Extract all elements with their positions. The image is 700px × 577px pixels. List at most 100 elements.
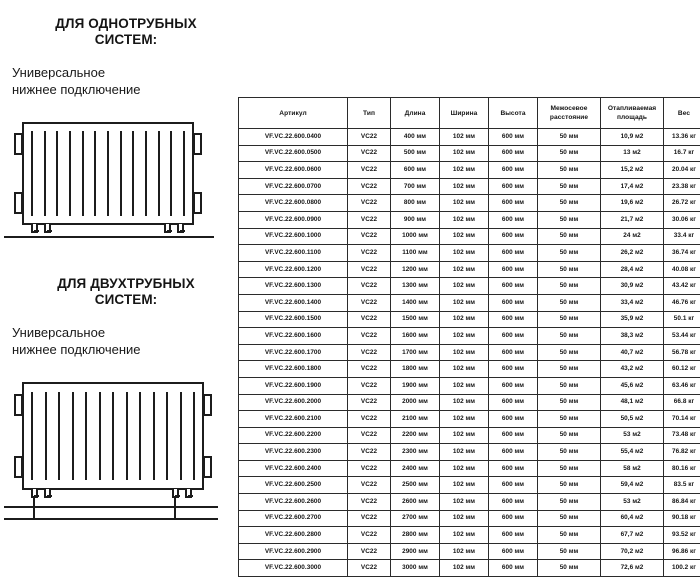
cell-width: 102 мм — [440, 377, 489, 394]
cell-axis-distance: 50 мм — [538, 294, 601, 311]
radiator-fin — [193, 392, 195, 480]
cell-height: 600 мм — [489, 162, 538, 179]
cell-height: 600 мм — [489, 261, 538, 278]
cell-heated-area: 59,4 м2 — [601, 477, 664, 494]
cell-type: VC22 — [348, 560, 391, 577]
cell-axis-distance: 50 мм — [538, 510, 601, 527]
single-pipe-heading-line1: ДЛЯ ОДНОТРУБНЫХ — [8, 16, 244, 32]
two-pipe-heading: ДЛЯ ДВУХТРУБНЫХ СИСТЕМ: — [0, 276, 252, 308]
cell-weight: 40.08 кг — [664, 261, 700, 278]
cell-axis-distance: 50 мм — [538, 245, 601, 262]
cell-type: VC22 — [348, 278, 391, 295]
cell-heated-area: 43,2 м2 — [601, 361, 664, 378]
cell-type: VC22 — [348, 261, 391, 278]
cell-article: VF.VC.22.600.1900 — [239, 377, 348, 394]
cell-heated-area: 48,1 м2 — [601, 394, 664, 411]
cell-width: 102 мм — [440, 494, 489, 511]
cell-weight: 80.16 кг — [664, 460, 700, 477]
cell-weight: 86.84 кг — [664, 494, 700, 511]
cell-heated-area: 13 м2 — [601, 145, 664, 162]
cell-weight: 33.4 кг — [664, 228, 700, 245]
cell-width: 102 мм — [440, 361, 489, 378]
cell-length: 2200 мм — [391, 427, 440, 444]
cell-article: VF.VC.22.600.0400 — [239, 129, 348, 146]
cell-weight: 50.1 кг — [664, 311, 700, 328]
cell-axis-distance: 50 мм — [538, 344, 601, 361]
column-header-area-line2: площадь — [601, 113, 663, 122]
cell-type: VC22 — [348, 162, 391, 179]
cell-length: 2600 мм — [391, 494, 440, 511]
cell-weight: 96.86 кг — [664, 543, 700, 560]
radiator-fin — [56, 131, 58, 216]
cell-article: VF.VC.22.600.2400 — [239, 460, 348, 477]
cell-type: VC22 — [348, 129, 391, 146]
cell-length: 2700 мм — [391, 510, 440, 527]
column-header-height: Высота — [489, 98, 538, 129]
radiator-fin — [94, 131, 96, 216]
radiator-fin — [166, 392, 168, 480]
cell-length: 2300 мм — [391, 444, 440, 461]
cell-article: VF.VC.22.600.2200 — [239, 427, 348, 444]
two-pipe-radiator-diagram — [0, 378, 236, 528]
cell-width: 102 мм — [440, 311, 489, 328]
cell-heated-area: 70,2 м2 — [601, 543, 664, 560]
cell-axis-distance: 50 мм — [538, 411, 601, 428]
single-pipe-subheading-line2: нижнее подключение — [12, 81, 248, 98]
cell-article: VF.VC.22.600.1000 — [239, 228, 348, 245]
cell-weight: 23.38 кг — [664, 178, 700, 195]
cell-heated-area: 45,6 м2 — [601, 377, 664, 394]
radiator-connection-nipple — [185, 489, 192, 498]
column-header-heated-area: Отапливаемая площадь — [601, 98, 664, 129]
cell-height: 600 мм — [489, 145, 538, 162]
cell-width: 102 мм — [440, 411, 489, 428]
cell-article: VF.VC.22.600.0700 — [239, 178, 348, 195]
cell-axis-distance: 50 мм — [538, 477, 601, 494]
cell-heated-area: 19,6 м2 — [601, 195, 664, 212]
column-header-length: Длина — [391, 98, 440, 129]
cell-height: 600 мм — [489, 278, 538, 295]
radiator-fin — [72, 392, 74, 480]
single-pipe-line — [4, 236, 214, 238]
radiator-connection-nipple — [172, 489, 179, 498]
two-pipe-subheading-line2: нижнее подключение — [12, 341, 248, 358]
cell-article: VF.VC.22.600.2500 — [239, 477, 348, 494]
cell-weight: 20.04 кг — [664, 162, 700, 179]
cell-width: 102 мм — [440, 510, 489, 527]
cell-type: VC22 — [348, 527, 391, 544]
cell-length: 1600 мм — [391, 328, 440, 345]
radiator-fin — [112, 392, 114, 480]
cell-weight: 30.06 кг — [664, 211, 700, 228]
table-header: Артикул Тип Длина Ширина Высота Межосево… — [239, 98, 700, 129]
cell-article: VF.VC.22.600.2300 — [239, 444, 348, 461]
cell-article: VF.VC.22.600.0800 — [239, 195, 348, 212]
cell-type: VC22 — [348, 178, 391, 195]
cell-width: 102 мм — [440, 527, 489, 544]
cell-height: 600 мм — [489, 245, 538, 262]
cell-weight: 46.76 кг — [664, 294, 700, 311]
cell-axis-distance: 50 мм — [538, 278, 601, 295]
cell-height: 600 мм — [489, 211, 538, 228]
radiator-fin — [45, 392, 47, 480]
radiator-fin — [31, 131, 33, 216]
cell-axis-distance: 50 мм — [538, 261, 601, 278]
two-pipe-riser-right — [174, 498, 176, 520]
column-header-axis-line1: Межосевое — [538, 104, 600, 113]
cell-axis-distance: 50 мм — [538, 560, 601, 577]
cell-length: 1000 мм — [391, 228, 440, 245]
cell-height: 600 мм — [489, 477, 538, 494]
radiator-bracket-top-left — [14, 133, 23, 155]
radiator-bracket-bottom-left — [14, 456, 23, 478]
cell-weight: 70.14 кг — [664, 411, 700, 428]
cell-width: 102 мм — [440, 427, 489, 444]
cell-weight: 76.82 кг — [664, 444, 700, 461]
cell-length: 500 мм — [391, 145, 440, 162]
cell-height: 600 мм — [489, 444, 538, 461]
cell-axis-distance: 50 мм — [538, 494, 601, 511]
cell-type: VC22 — [348, 477, 391, 494]
cell-height: 600 мм — [489, 394, 538, 411]
cell-width: 102 мм — [440, 245, 489, 262]
